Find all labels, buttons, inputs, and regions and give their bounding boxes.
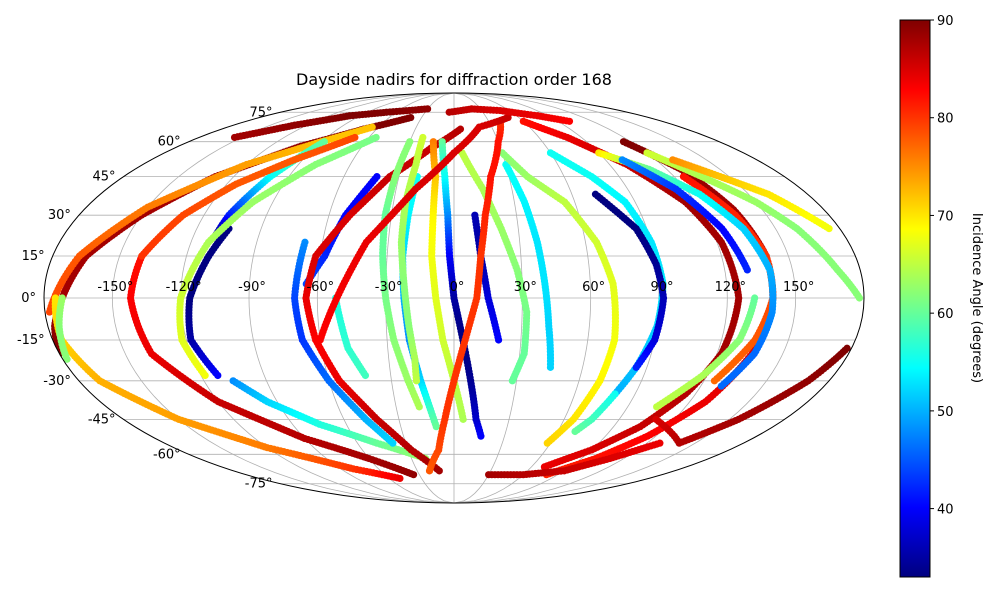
- data-point: [407, 113, 415, 122]
- latitude-tick-label: -15°: [17, 333, 45, 348]
- data-point: [843, 344, 851, 352]
- data-point: [571, 427, 579, 436]
- longitude-tick-labels: -150° -120° -90° -60° -30° 0° 30° 60° 90° 120° 150…: [97, 280, 814, 295]
- data-point: [751, 294, 759, 302]
- longitude-tick-label: 60°: [582, 280, 605, 295]
- data-point: [743, 266, 751, 274]
- data-point: [456, 125, 465, 133]
- latitude-tick-label: 0°: [21, 291, 36, 306]
- colorbar: 40 50 60 70 80 90 Incidence Angle (degrees): [899, 14, 984, 578]
- latitude-tick-label: -45°: [88, 412, 116, 427]
- data-point: [825, 225, 833, 233]
- colorbar-label: Incidence Angle (degrees): [969, 213, 984, 383]
- data-point: [435, 467, 443, 475]
- longitude-tick-label: 90°: [650, 280, 673, 295]
- data-point: [656, 439, 664, 447]
- colorbar-tick-label: 80: [937, 112, 954, 127]
- colorbar-ticks: 40 50 60 70 80 90: [930, 14, 954, 518]
- scatter-points: [45, 105, 864, 483]
- data-point: [396, 474, 404, 483]
- data-point: [477, 432, 485, 440]
- colorbar-tick-label: 70: [937, 209, 954, 224]
- data-point: [412, 377, 421, 385]
- longitude-tick-label: 120°: [715, 280, 746, 295]
- latitude-tick-label: 30°: [48, 208, 71, 223]
- longitude-tick-label: -60°: [306, 280, 334, 295]
- data-point: [351, 133, 359, 142]
- data-point: [389, 439, 397, 447]
- data-point: [424, 105, 432, 113]
- data-point: [565, 117, 574, 125]
- data-point: [368, 123, 376, 131]
- latitude-tick-label: 45°: [93, 170, 116, 185]
- latitude-tick-label: 60°: [158, 135, 181, 150]
- data-point: [214, 371, 222, 380]
- data-point: [415, 403, 423, 411]
- longitude-tick-label: 30°: [514, 280, 537, 295]
- latitude-tick-label: 75°: [249, 105, 272, 120]
- longitude-tick-label: 0°: [450, 280, 465, 295]
- data-point: [58, 294, 66, 302]
- colorbar-tick-label: 90: [937, 14, 954, 29]
- data-point: [710, 377, 719, 385]
- data-point: [494, 336, 503, 344]
- longitude-tick-label: -120°: [166, 280, 202, 295]
- data-point: [543, 439, 551, 447]
- colorbar-gradient: [899, 19, 931, 578]
- latitude-tick-label: -30°: [43, 374, 71, 389]
- data-point: [425, 467, 434, 475]
- data-point: [508, 377, 516, 385]
- latitude-tick-label: -60°: [153, 447, 181, 462]
- data-point: [409, 471, 418, 479]
- data-point: [717, 382, 725, 390]
- longitude-tick-label: -90°: [238, 280, 266, 295]
- longitude-tick-label: -30°: [375, 280, 403, 295]
- data-point: [632, 363, 640, 371]
- data-point: [546, 363, 555, 371]
- data-point: [459, 415, 467, 423]
- data-point: [372, 133, 380, 142]
- colorbar-tick-label: 60: [937, 307, 954, 322]
- latitude-tick-label: 15°: [22, 249, 45, 264]
- longitude-tick-label: 150°: [783, 280, 814, 295]
- data-point: [855, 294, 864, 302]
- latitude-tick-label: -75°: [245, 477, 273, 492]
- longitude-tick-label: -150°: [97, 280, 133, 295]
- data-point: [432, 423, 440, 431]
- chart-title: Dayside nadirs for diffraction order 168: [296, 70, 612, 89]
- colorbar-tick-label: 50: [937, 405, 954, 420]
- colorbar-tick-label: 40: [937, 503, 954, 518]
